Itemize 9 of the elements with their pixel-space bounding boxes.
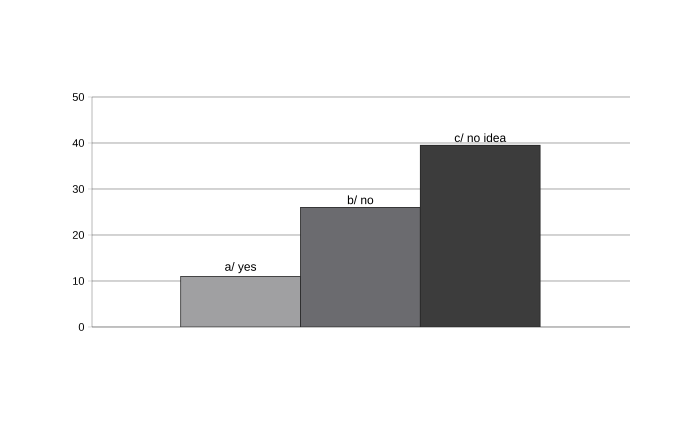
y-tick-label: 30 xyxy=(72,185,84,193)
y-tick-label: 50 xyxy=(72,93,84,101)
x-tick-label: c/ no idea xyxy=(454,133,506,142)
y-tick-label: 10 xyxy=(73,277,84,285)
x-tick-label: a/ yes xyxy=(225,262,256,274)
y-tick-label: 20 xyxy=(72,231,84,239)
y-tick-label: 40 xyxy=(72,139,84,147)
y-tick-label: 0 xyxy=(78,323,84,331)
x-tick-label: b/ no xyxy=(348,195,374,204)
